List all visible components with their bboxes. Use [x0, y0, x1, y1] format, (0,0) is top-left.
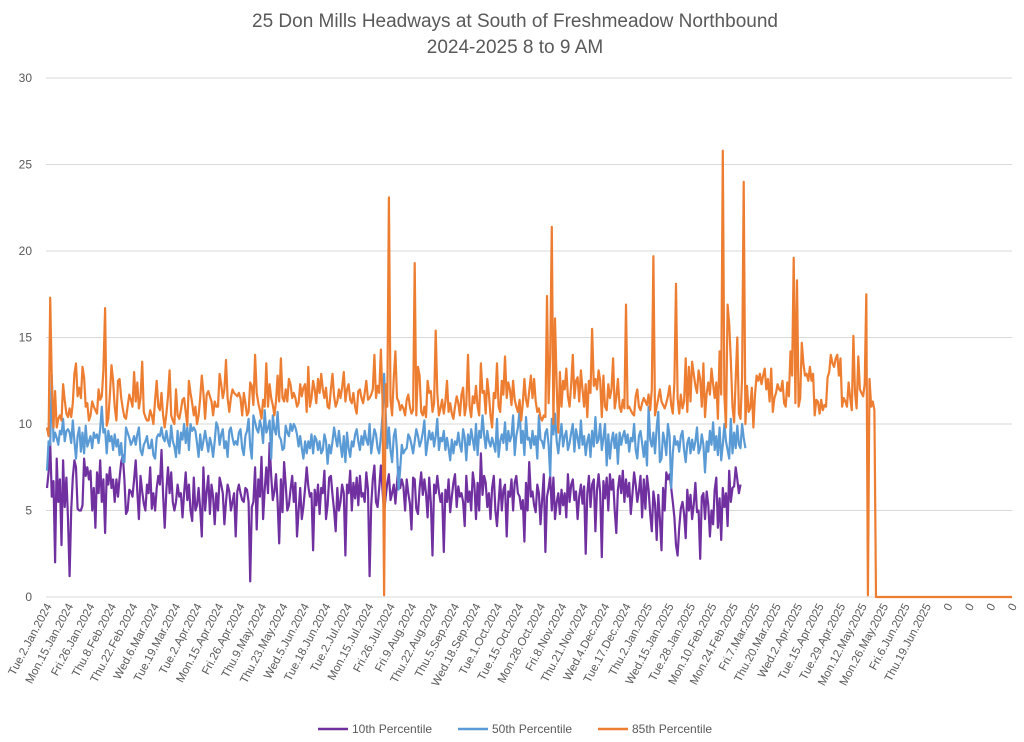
- series-line-50th-percentile: [45, 372, 747, 491]
- y-tick-label: 25: [19, 158, 33, 172]
- legend-label: 85th Percentile: [632, 722, 712, 736]
- legend-label: 10th Percentile: [352, 722, 432, 736]
- chart-subtitle: 2024-2025 8 to 9 AM: [427, 37, 603, 58]
- legend-label: 50th Percentile: [492, 722, 572, 736]
- y-tick-label: 20: [19, 244, 33, 258]
- chart-title: 25 Don Mills Headways at South of Freshm…: [252, 11, 778, 32]
- y-tick-label: 15: [19, 331, 33, 345]
- legend: 10th Percentile 50th Percentile 85th Perce…: [318, 722, 712, 736]
- x-tick-label: 0: [1006, 602, 1020, 613]
- y-tick-label: 30: [19, 71, 33, 85]
- y-axis-ticks: 0 5 10 15 20 25 30: [19, 71, 33, 604]
- x-tick-label: 0: [963, 602, 977, 613]
- series-lines: [45, 149, 1012, 599]
- x-axis-ticks: Tue.2.Jan.2024Mon.15.Jan.2024Fri.26.Jan.…: [7, 601, 1020, 688]
- series-line-10th-percentile: [45, 441, 742, 583]
- series-line-85th-percentile: [45, 149, 1012, 599]
- x-tick-label: 0: [942, 602, 956, 613]
- y-tick-label: 0: [25, 590, 32, 604]
- y-tick-label: 10: [19, 417, 33, 431]
- y-tick-label: 5: [25, 504, 32, 518]
- gridlines: [46, 77, 1012, 598]
- x-tick-label: 0: [985, 602, 999, 613]
